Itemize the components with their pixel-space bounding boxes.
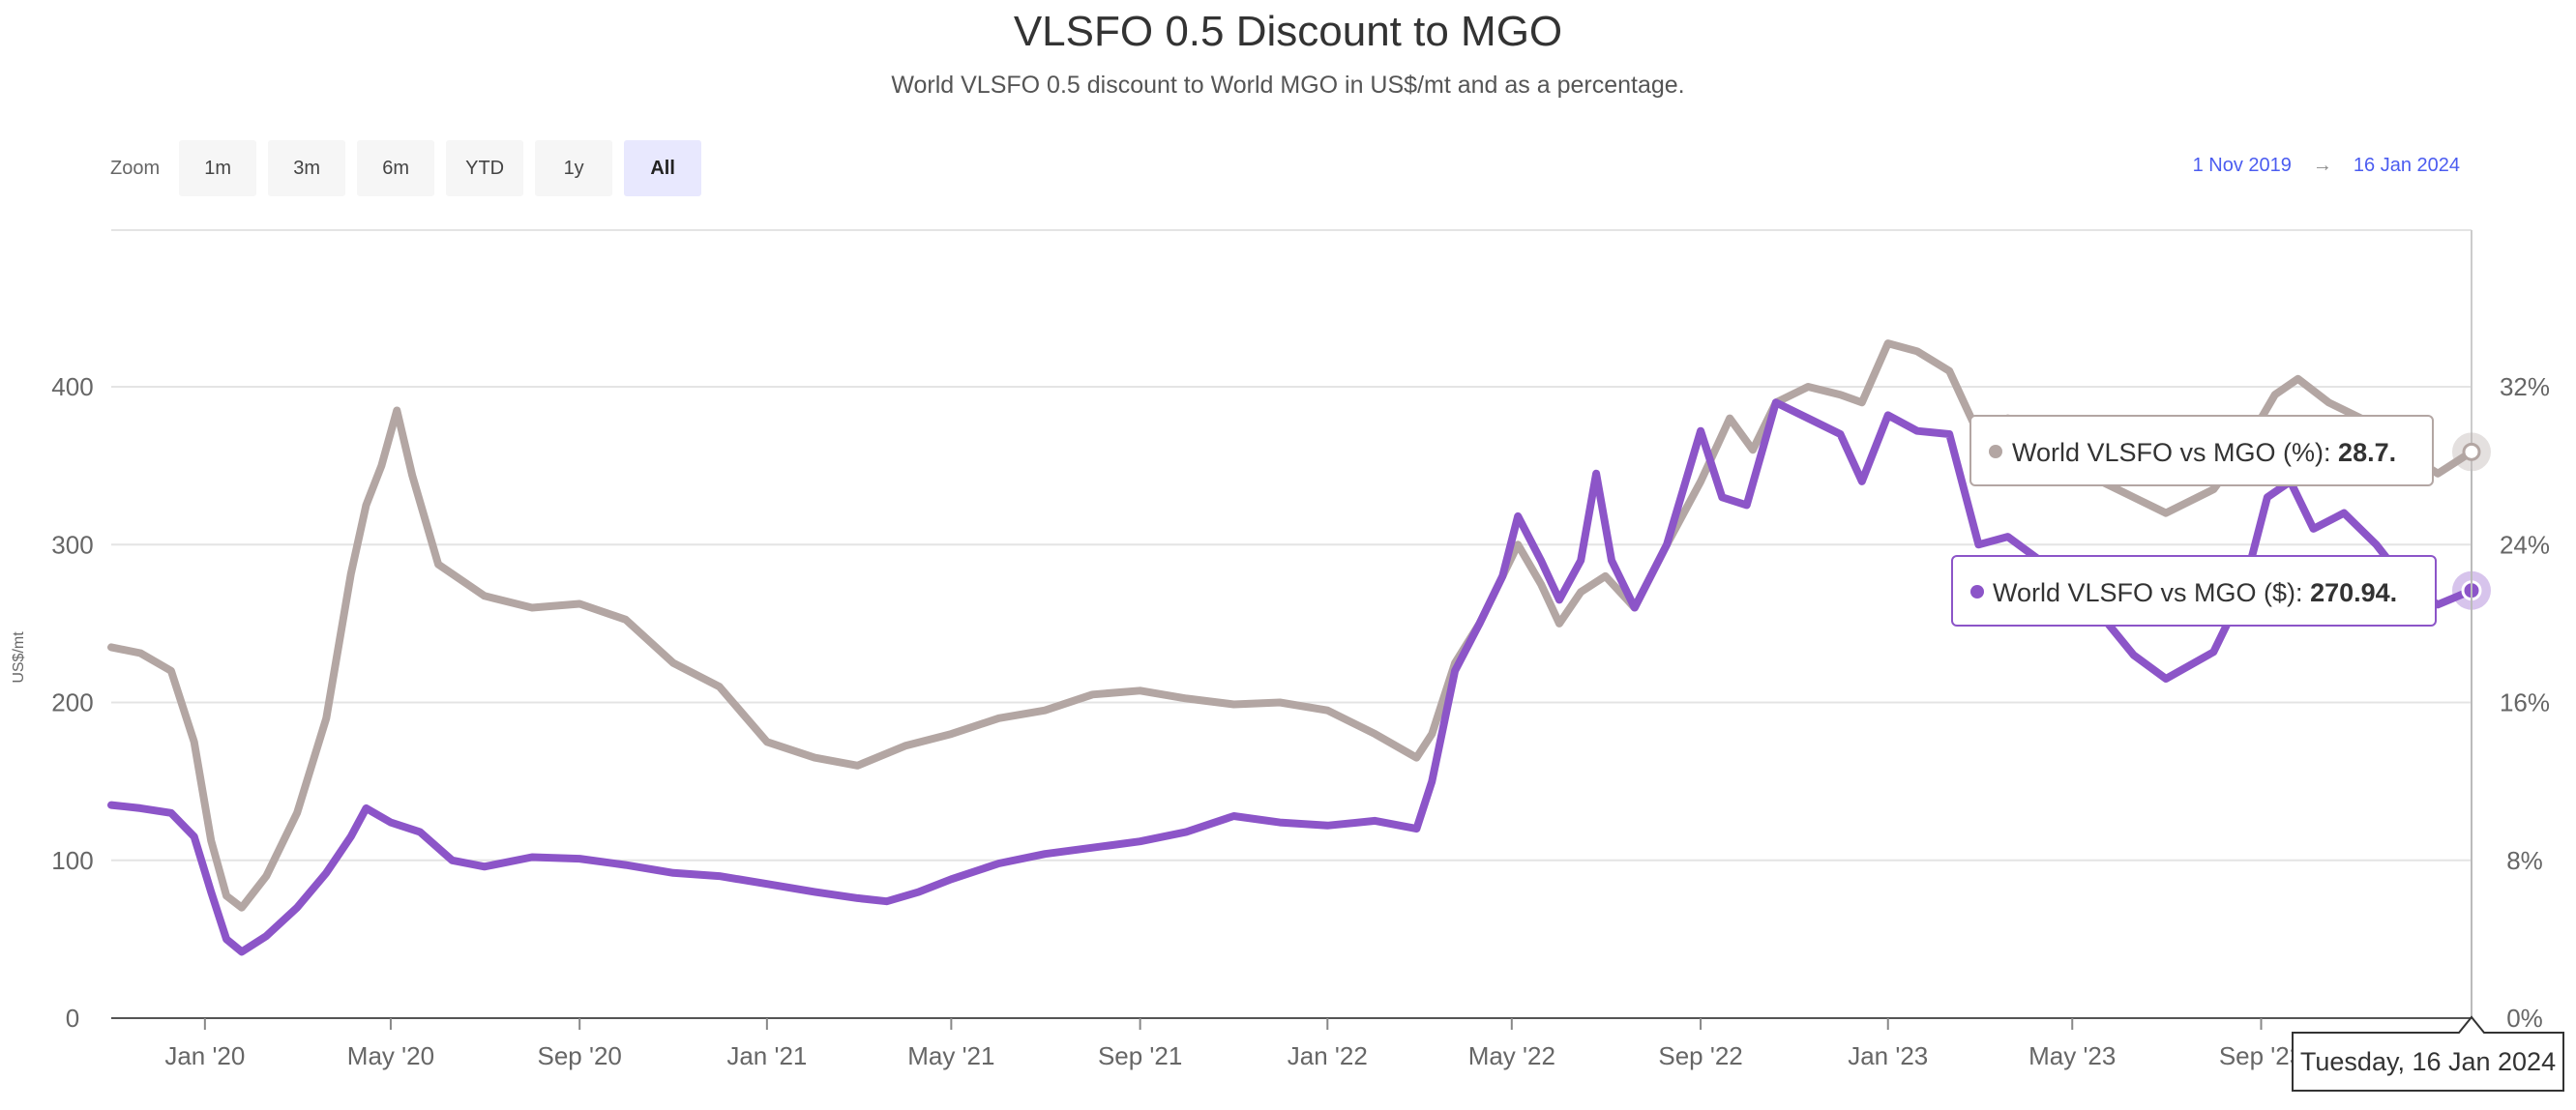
y-left-ticks: 0 100 200 300 400 <box>51 372 93 1033</box>
tooltip-date: Tuesday, 16 Jan 2024 <box>2292 1015 2564 1092</box>
zoom-ytd-button[interactable]: YTD <box>446 140 524 196</box>
tooltip-usd: World VLSFO vs MGO ($): 270.94. <box>1951 555 2437 627</box>
x-tick-label: Sep '21 <box>1098 1041 1182 1070</box>
x-tick-label: May '20 <box>347 1041 434 1070</box>
x-tick-label: Jan '22 <box>1288 1041 1368 1070</box>
y-right-tick-label: 16% <box>2500 688 2550 717</box>
zoom-all-button[interactable]: All <box>624 140 702 196</box>
zoom-bar: Zoom 1m 3m 6m YTD 1y All <box>110 139 713 197</box>
tooltip-usd-value: 270.94. <box>2310 578 2397 607</box>
x-tick-label: May '23 <box>2028 1041 2116 1070</box>
date-range: 1 Nov 2019 → 16 Jan 2024 <box>2193 155 2460 177</box>
x-tick-label: Jan '21 <box>726 1041 807 1070</box>
range-to[interactable]: 16 Jan 2024 <box>2353 155 2460 176</box>
y-left-tick-label: 0 <box>66 1004 79 1033</box>
y-right-tick-label: 24% <box>2500 530 2550 559</box>
x-tick-label: May '22 <box>1468 1041 1555 1070</box>
zoom-label: Zoom <box>110 157 161 179</box>
hover-point-pct <box>2462 442 2481 461</box>
y-right-tick-label: 32% <box>2500 372 2550 401</box>
x-tick-label: Jan '23 <box>1848 1041 1928 1070</box>
zoom-6m-button[interactable]: 6m <box>357 140 435 196</box>
y-left-axis-label: US$/mt <box>11 631 27 684</box>
range-arrow: → <box>2312 155 2332 176</box>
y-left-tick-label: 400 <box>51 372 93 401</box>
tooltip-pct-text: World VLSFO vs MGO (%): 28.7. <box>2012 438 2396 467</box>
x-tick-label: Sep '23 <box>2219 1041 2303 1070</box>
zoom-1m-button[interactable]: 1m <box>179 140 257 196</box>
y-left-tick-label: 200 <box>51 688 93 717</box>
y-right-tick-label: 0% <box>2506 1004 2543 1033</box>
tooltip-pct-dot <box>1989 445 2002 458</box>
chart-subtitle: World VLSFO 0.5 discount to World MGO in… <box>891 72 1685 99</box>
y-right-ticks: 0% 8% 16% 24% 32% <box>2500 372 2550 1033</box>
x-tick-label: Sep '20 <box>538 1041 622 1070</box>
tooltip-usd-label: World VLSFO vs MGO ($): <box>1993 578 2310 607</box>
tooltip-pct-label: World VLSFO vs MGO (%): <box>2012 438 2338 467</box>
chart-title: VLSFO 0.5 Discount to MGO <box>1013 8 1563 55</box>
zoom-1y-button[interactable]: 1y <box>535 140 613 196</box>
range-from[interactable]: 1 Nov 2019 <box>2192 155 2292 176</box>
x-ticks: Jan '20 May '20 Sep '20 Jan '21 May '21 Sep '… <box>164 1018 2303 1070</box>
tooltip-date-text: Tuesday, 16 Jan 2024 <box>2300 1047 2556 1076</box>
y-left-tick-label: 300 <box>51 530 93 559</box>
x-tick-label: Sep '22 <box>1658 1041 1742 1070</box>
zoom-3m-button[interactable]: 3m <box>268 140 346 196</box>
y-right-tick-label: 8% <box>2506 846 2543 875</box>
x-tick-label: Jan '20 <box>164 1041 245 1070</box>
x-tick-label: May '21 <box>907 1041 994 1070</box>
grid <box>111 229 2472 862</box>
tooltip-pct-value: 28.7. <box>2338 438 2396 467</box>
tooltip-pct: World VLSFO vs MGO (%): 28.7. <box>1969 415 2434 486</box>
tooltip-usd-text: World VLSFO vs MGO ($): 270.94. <box>1993 578 2397 607</box>
y-left-tick-label: 100 <box>51 846 93 875</box>
tooltip-usd-dot <box>1970 585 1984 599</box>
